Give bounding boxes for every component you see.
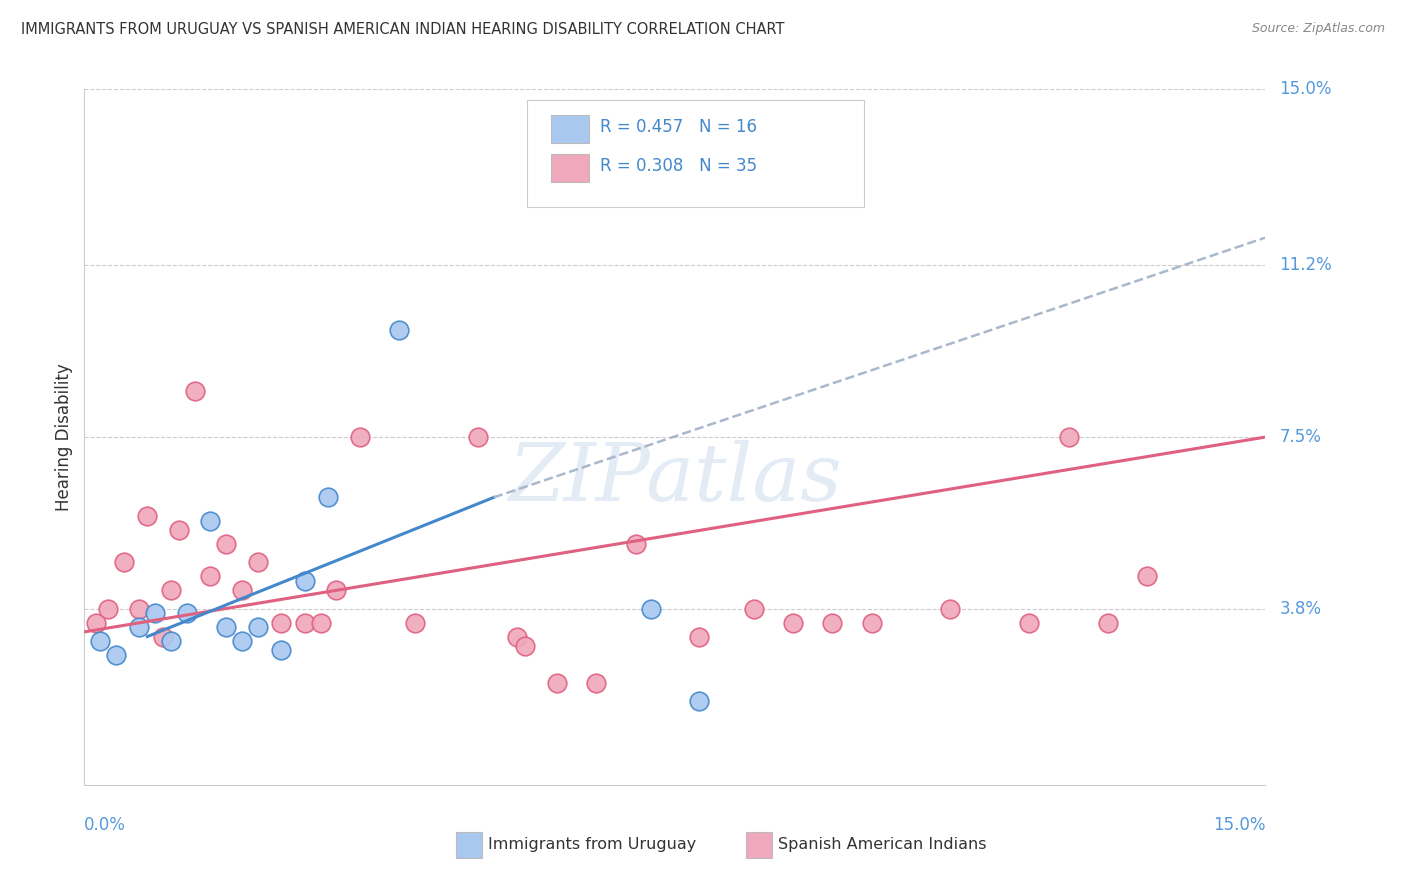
Point xyxy=(467,430,489,444)
FancyBboxPatch shape xyxy=(457,831,482,858)
Point xyxy=(160,583,183,598)
Text: 7.5%: 7.5% xyxy=(1279,428,1322,446)
FancyBboxPatch shape xyxy=(527,100,863,208)
Point xyxy=(246,555,269,569)
Point xyxy=(688,630,710,644)
Point xyxy=(97,601,120,615)
Point xyxy=(200,569,222,583)
Point xyxy=(860,615,883,630)
Point xyxy=(506,630,529,644)
Point xyxy=(742,601,765,615)
Point xyxy=(640,601,662,615)
Point xyxy=(84,615,107,630)
Point xyxy=(1018,615,1040,630)
Text: 15.0%: 15.0% xyxy=(1213,816,1265,834)
Point xyxy=(200,514,222,528)
Text: 15.0%: 15.0% xyxy=(1279,80,1331,98)
Point xyxy=(104,648,127,662)
Point xyxy=(136,508,159,523)
Text: ZIPatlas: ZIPatlas xyxy=(508,440,842,517)
Point xyxy=(128,620,150,634)
Point xyxy=(231,583,253,598)
Point xyxy=(294,574,316,588)
FancyBboxPatch shape xyxy=(551,115,589,143)
Point xyxy=(128,601,150,615)
Point xyxy=(624,537,647,551)
Point xyxy=(404,615,426,630)
Point xyxy=(231,634,253,648)
Point xyxy=(270,643,292,657)
Text: Spanish American Indians: Spanish American Indians xyxy=(778,838,986,852)
Point xyxy=(318,491,340,505)
Text: R = 0.308   N = 35: R = 0.308 N = 35 xyxy=(600,157,758,176)
Point xyxy=(270,615,292,630)
Point xyxy=(167,523,190,537)
Point xyxy=(782,615,804,630)
Point xyxy=(1097,615,1119,630)
Point xyxy=(821,615,844,630)
FancyBboxPatch shape xyxy=(745,831,772,858)
Y-axis label: Hearing Disability: Hearing Disability xyxy=(55,363,73,511)
Point xyxy=(112,555,135,569)
Point xyxy=(176,607,198,621)
Text: 0.0%: 0.0% xyxy=(84,816,127,834)
Point xyxy=(515,639,537,653)
Point xyxy=(349,430,371,444)
Point xyxy=(294,615,316,630)
Point xyxy=(215,537,238,551)
Text: IMMIGRANTS FROM URUGUAY VS SPANISH AMERICAN INDIAN HEARING DISABILITY CORRELATIO: IMMIGRANTS FROM URUGUAY VS SPANISH AMERI… xyxy=(21,22,785,37)
Text: R = 0.457   N = 16: R = 0.457 N = 16 xyxy=(600,119,758,136)
FancyBboxPatch shape xyxy=(551,154,589,182)
Point xyxy=(939,601,962,615)
Text: 11.2%: 11.2% xyxy=(1279,257,1333,275)
Text: Immigrants from Uruguay: Immigrants from Uruguay xyxy=(488,838,696,852)
Point xyxy=(89,634,111,648)
Point xyxy=(143,607,166,621)
Point xyxy=(325,583,347,598)
Point xyxy=(585,676,607,690)
Point xyxy=(546,676,568,690)
Text: Source: ZipAtlas.com: Source: ZipAtlas.com xyxy=(1251,22,1385,36)
Text: 3.8%: 3.8% xyxy=(1279,599,1322,617)
Point xyxy=(388,323,411,337)
Point xyxy=(183,384,205,398)
Point xyxy=(215,620,238,634)
Point xyxy=(152,630,174,644)
Point xyxy=(309,615,332,630)
Point xyxy=(1136,569,1159,583)
Point xyxy=(160,634,183,648)
Point xyxy=(246,620,269,634)
Point xyxy=(688,694,710,708)
Point xyxy=(1057,430,1080,444)
